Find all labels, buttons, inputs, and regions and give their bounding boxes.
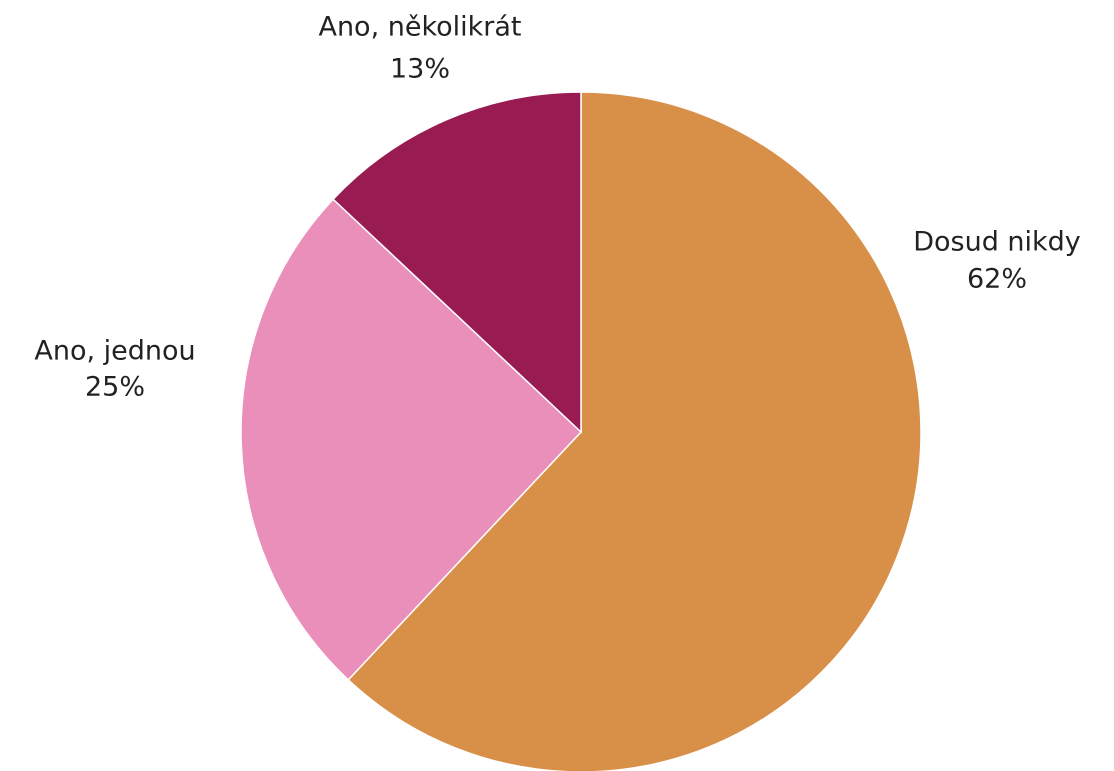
slice-label: Ano, několikrát bbox=[318, 12, 521, 43]
pie-slice bbox=[347, 91, 922, 771]
slice-value-label: 62% bbox=[967, 264, 1027, 295]
pie-slice bbox=[240, 198, 583, 681]
slice-value-label: 25% bbox=[85, 372, 145, 403]
pie-slice bbox=[332, 91, 582, 434]
slice-label: Dosud nikdy bbox=[913, 227, 1081, 258]
slice-label: Ano, jednou bbox=[34, 336, 195, 367]
slice-value-label: 13% bbox=[390, 54, 450, 85]
